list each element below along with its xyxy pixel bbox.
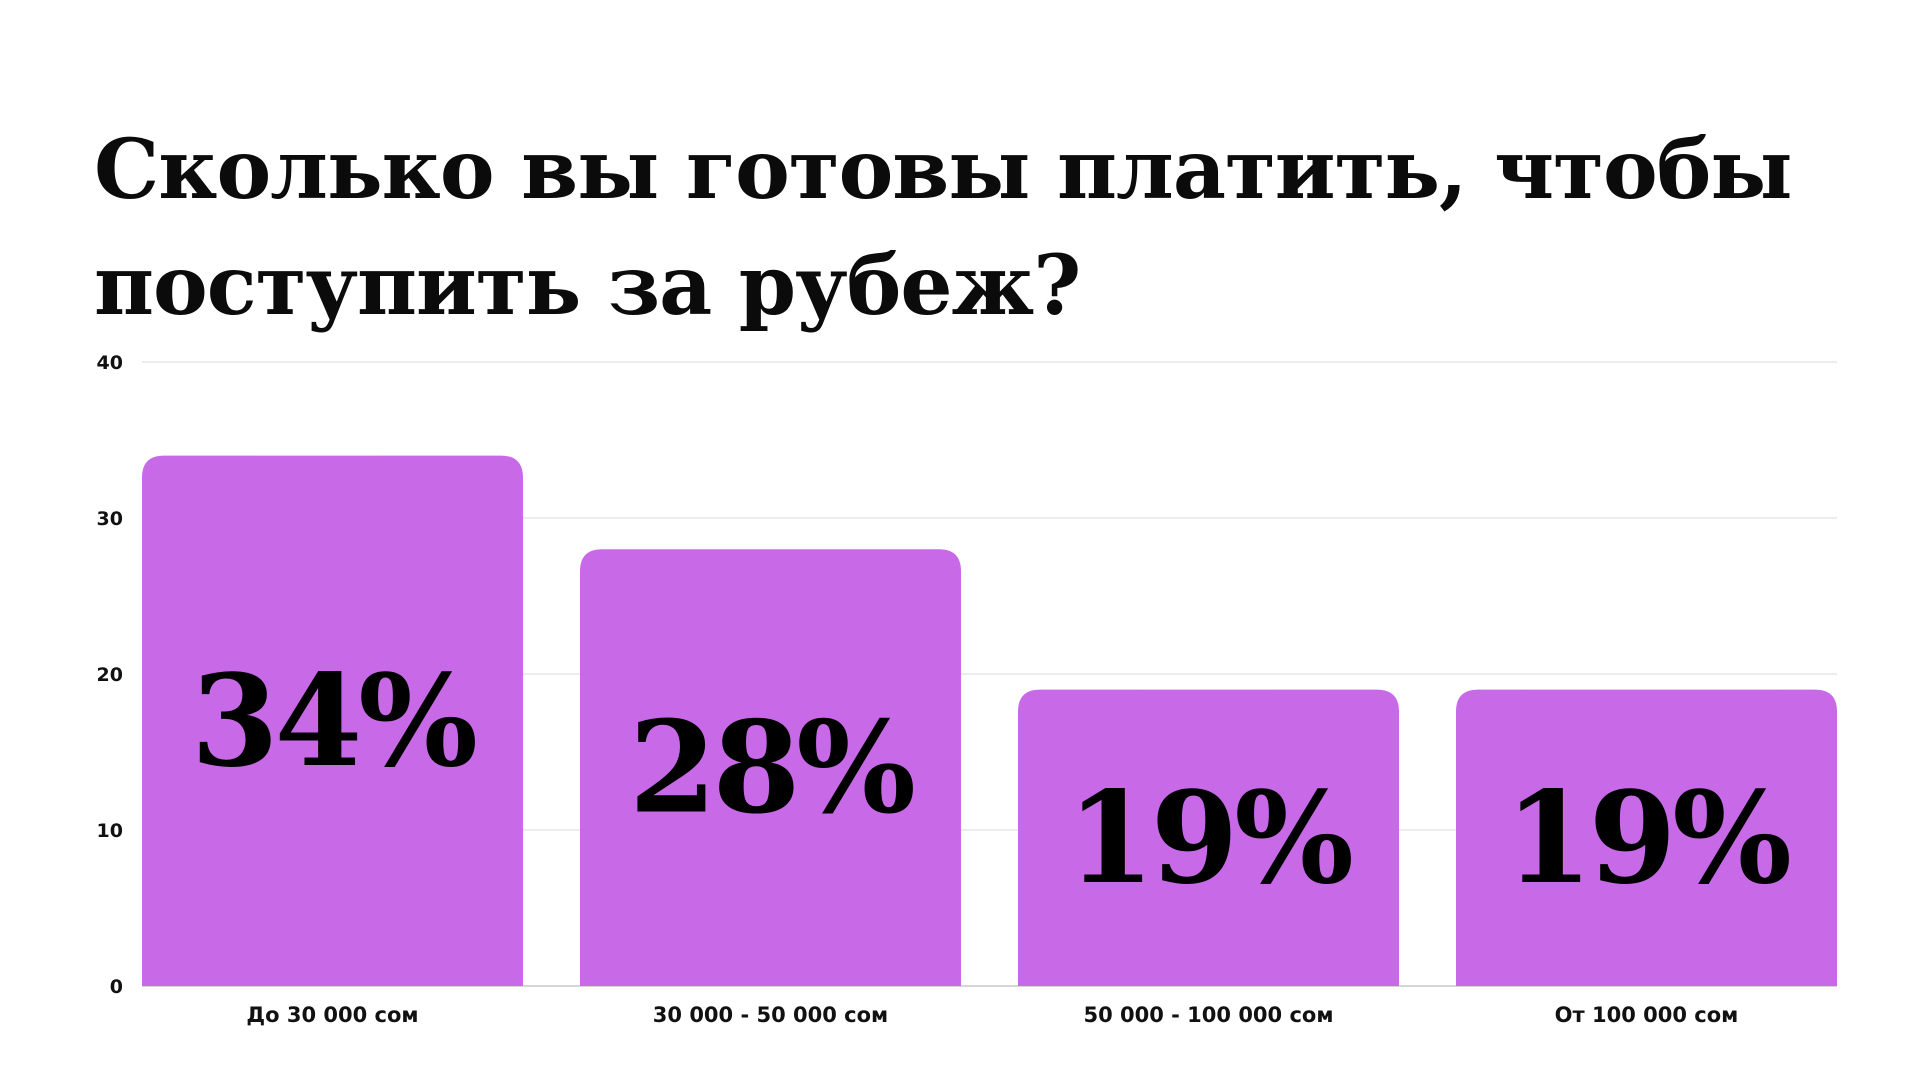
bars — [142, 455, 1837, 987]
bar-value-label: 19% — [1067, 764, 1351, 912]
bar-value-label: 19% — [1505, 764, 1789, 912]
x-category-label: 30 000 - 50 000 сом — [653, 1003, 888, 1027]
bar — [1456, 689, 1837, 986]
x-category-label: От 100 000 сом — [1555, 1003, 1739, 1027]
y-tick-label: 0 — [110, 976, 123, 998]
bar — [1018, 689, 1399, 986]
data-labels: 34% 28% 19% 19% — [191, 647, 1793, 912]
y-tick-label: 30 — [97, 508, 123, 530]
bar — [142, 455, 523, 987]
y-tick-label: 20 — [97, 664, 123, 686]
y-tick-label: 40 — [97, 352, 123, 374]
bar — [580, 549, 961, 986]
x-category-label: 50 000 - 100 000 сом — [1083, 1003, 1333, 1027]
y-axis-ticks: 0 10 20 30 40 — [97, 352, 123, 998]
x-category-label: До 30 000 сом — [246, 1003, 418, 1027]
bar-value-label: 34% — [191, 647, 475, 795]
chart-title: Сколько вы готовы платить, чтобы поступи… — [94, 122, 1793, 334]
bar-value-label: 28% — [629, 694, 913, 842]
x-axis-labels: До 30 000 сом 30 000 - 50 000 сом 50 000 -… — [246, 1003, 1738, 1027]
y-tick-label: 10 — [97, 820, 123, 842]
